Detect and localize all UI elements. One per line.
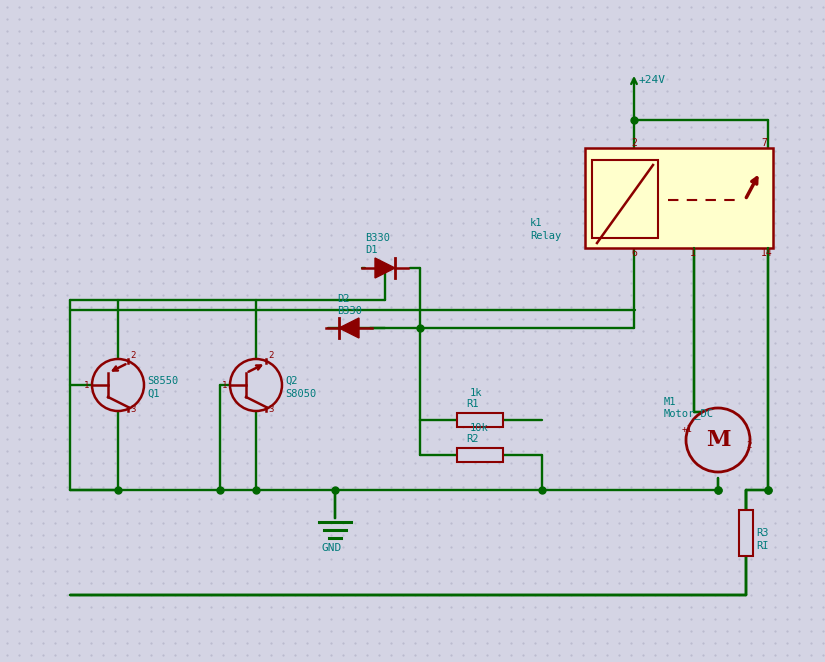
Text: 1: 1: [690, 248, 695, 258]
Text: 3: 3: [268, 404, 273, 414]
Text: D2: D2: [337, 294, 350, 304]
Text: Q1: Q1: [147, 389, 159, 399]
Text: Q2: Q2: [285, 376, 298, 386]
Text: k1: k1: [530, 218, 543, 228]
Text: 2: 2: [746, 442, 752, 451]
Circle shape: [92, 359, 144, 411]
Text: Motor_DC: Motor_DC: [664, 408, 714, 420]
Text: R2: R2: [466, 434, 478, 444]
Text: 2: 2: [268, 350, 273, 359]
Text: B330: B330: [365, 233, 390, 243]
Bar: [585, 148, 773, 248]
Text: R3: R3: [756, 528, 769, 538]
Text: 1: 1: [222, 381, 228, 389]
Text: B330: B330: [337, 306, 362, 316]
Text: 1k: 1k: [470, 388, 483, 398]
Circle shape: [230, 359, 282, 411]
Circle shape: [686, 408, 750, 472]
Text: 2: 2: [631, 138, 637, 148]
Text: 6: 6: [631, 248, 637, 258]
Text: R1: R1: [466, 399, 478, 409]
Text: 7: 7: [761, 138, 767, 148]
Text: D1: D1: [365, 245, 378, 255]
Polygon shape: [339, 318, 359, 338]
Text: M1: M1: [664, 397, 676, 407]
Text: 3: 3: [130, 404, 135, 414]
Text: 1: 1: [84, 381, 89, 389]
Bar: [457, 448, 503, 462]
Bar: [457, 413, 503, 427]
Text: S8550: S8550: [147, 376, 178, 386]
Text: 2: 2: [130, 350, 135, 359]
Text: M: M: [705, 429, 730, 451]
Bar: [592, 160, 658, 238]
Bar: [739, 510, 753, 556]
Text: RI: RI: [756, 541, 769, 551]
Text: 14: 14: [761, 248, 773, 258]
Text: +1: +1: [682, 426, 693, 434]
Text: 10k: 10k: [470, 423, 488, 433]
Text: Relay: Relay: [530, 231, 561, 241]
Text: +24V: +24V: [639, 75, 666, 85]
Text: GND: GND: [321, 543, 342, 553]
Polygon shape: [375, 258, 395, 278]
Text: S8050: S8050: [285, 389, 316, 399]
